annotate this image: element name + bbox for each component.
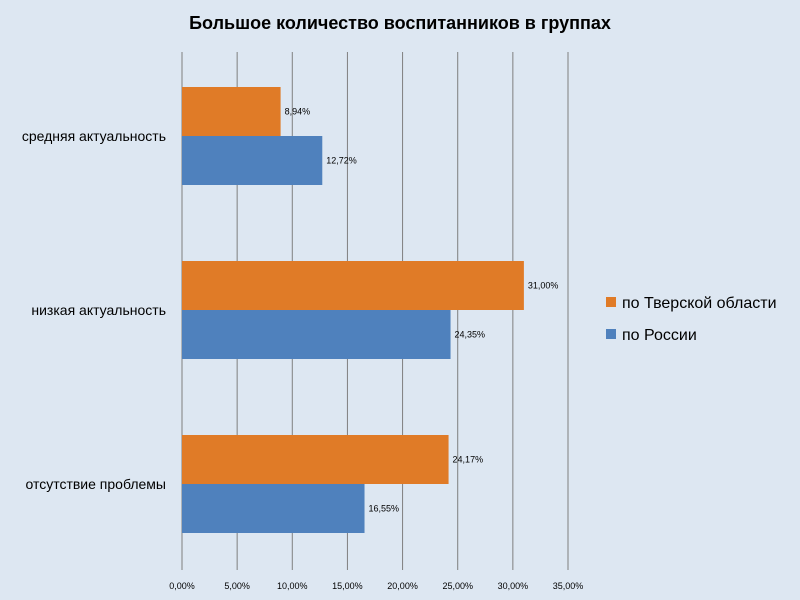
- category-label: отсутствие проблемы: [25, 476, 166, 492]
- data-label: 31,00%: [528, 281, 559, 291]
- category-label: средняя актуальность: [22, 128, 166, 144]
- data-label: 24,17%: [453, 455, 484, 465]
- x-tick-label: 15,00%: [332, 581, 363, 591]
- x-tick-label: 30,00%: [498, 581, 529, 591]
- bar: [182, 435, 449, 484]
- legend-swatch: [606, 297, 616, 307]
- category-labels: средняя актуальность низкая актуальность о…: [22, 128, 166, 492]
- x-tick-label: 25,00%: [442, 581, 473, 591]
- x-axis-ticks: 0,00% 5,00% 10,00% 15,00% 20,00% 25,00% 30,00%…: [169, 581, 583, 591]
- bar: [182, 136, 323, 185]
- category-label: низкая актуальность: [31, 302, 166, 318]
- data-labels: 8,94% 12,72% 31,00% 24,35% 24,17% 16,55%: [285, 107, 559, 514]
- x-tick-label: 20,00%: [387, 581, 418, 591]
- x-tick-label: 0,00%: [169, 581, 195, 591]
- bars: [182, 87, 524, 533]
- legend: по Тверской области по России: [606, 295, 777, 344]
- bar: [182, 484, 365, 533]
- data-label: 8,94%: [285, 107, 311, 117]
- data-label: 12,72%: [326, 156, 357, 166]
- x-tick-label: 5,00%: [224, 581, 250, 591]
- bar: [182, 261, 524, 310]
- chart-title: Большое количество воспитанников в групп…: [189, 13, 611, 33]
- legend-label: по Тверской области: [622, 295, 777, 312]
- legend-label: по России: [622, 327, 697, 344]
- x-tick-label: 35,00%: [553, 581, 584, 591]
- data-label: 24,35%: [455, 330, 486, 340]
- x-tick-label: 10,00%: [277, 581, 308, 591]
- bar: [182, 310, 451, 359]
- data-label: 16,55%: [369, 504, 400, 514]
- bar: [182, 87, 281, 136]
- legend-swatch: [606, 329, 616, 339]
